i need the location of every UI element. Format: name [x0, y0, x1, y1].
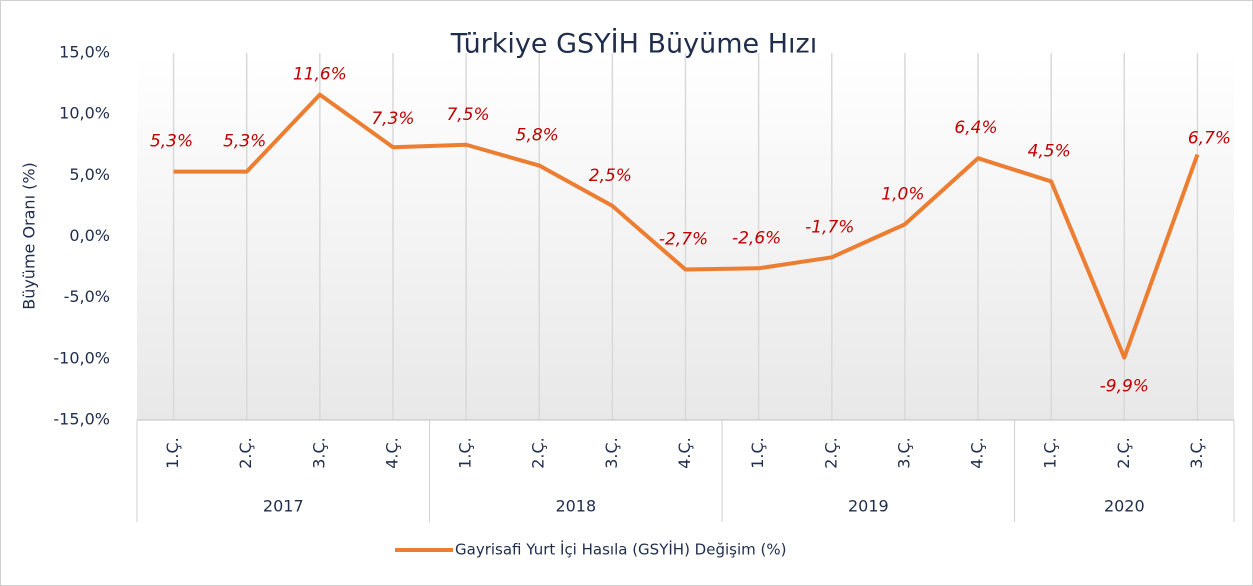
data-label: 4,5%	[1028, 141, 1071, 161]
y-tick-label: -10,0%	[53, 348, 110, 367]
x-tick-label: 4.Ç.	[675, 437, 694, 469]
data-label: 7,5%	[446, 105, 489, 125]
data-label: -2,7%	[659, 230, 708, 250]
x-tick-label: 1.Ç.	[163, 437, 182, 469]
x-tick-label: 3.Ç.	[309, 437, 328, 469]
data-label: -9,9%	[1100, 377, 1149, 397]
legend-label: Gayrisafi Yurt İçi Hasıla (GSYİH) Değişi…	[455, 540, 786, 559]
x-tick-label: 4.Ç.	[968, 437, 987, 469]
y-tick-label: 0,0%	[69, 226, 110, 245]
y-tick-label: 5,0%	[69, 165, 110, 184]
data-label: 1,0%	[881, 184, 924, 204]
data-label: 7,3%	[371, 109, 414, 129]
y-tick-label: -5,0%	[64, 287, 110, 306]
y-tick-label: -15,0%	[53, 410, 110, 429]
data-label: 2,5%	[589, 166, 632, 186]
x-tick-label: 3.Ç.	[894, 437, 913, 469]
data-label: 5,8%	[516, 126, 559, 146]
y-tick-label: 10,0%	[59, 104, 110, 123]
data-label: -1,7%	[805, 217, 854, 237]
data-label: 5,3%	[223, 132, 266, 152]
group-label: 2017	[263, 497, 304, 516]
group-label: 2018	[555, 497, 596, 516]
data-label: -2,6%	[732, 228, 781, 248]
x-tick-label: 4.Ç.	[382, 437, 401, 469]
x-tick-label: 1.Ç.	[748, 437, 767, 469]
data-label: 6,7%	[1188, 129, 1231, 149]
data-label: 5,3%	[150, 132, 193, 152]
x-tick-label: 2.Ç.	[1114, 437, 1133, 469]
group-label: 2019	[848, 497, 889, 516]
x-tick-label: 1.Ç.	[1041, 437, 1060, 469]
x-tick-label: 3.Ç.	[602, 437, 621, 469]
x-tick-label: 2.Ç.	[236, 437, 255, 469]
data-label: 11,6%	[293, 65, 347, 85]
data-label: 6,4%	[954, 118, 997, 138]
x-tick-label: 2.Ç.	[529, 437, 548, 469]
y-tick-label: 15,0%	[59, 43, 110, 62]
group-label: 2020	[1104, 497, 1145, 516]
x-tick-label: 1.Ç.	[456, 437, 475, 469]
y-axis-label: Büyüme Oranı (%)	[20, 162, 39, 310]
line	[173, 92, 1200, 360]
chart-title: Türkiye GSYİH Büyüme Hızı	[450, 28, 817, 60]
x-tick-label: 2.Ç.	[821, 437, 840, 469]
x-tick-label: 3.Ç.	[1187, 437, 1206, 469]
